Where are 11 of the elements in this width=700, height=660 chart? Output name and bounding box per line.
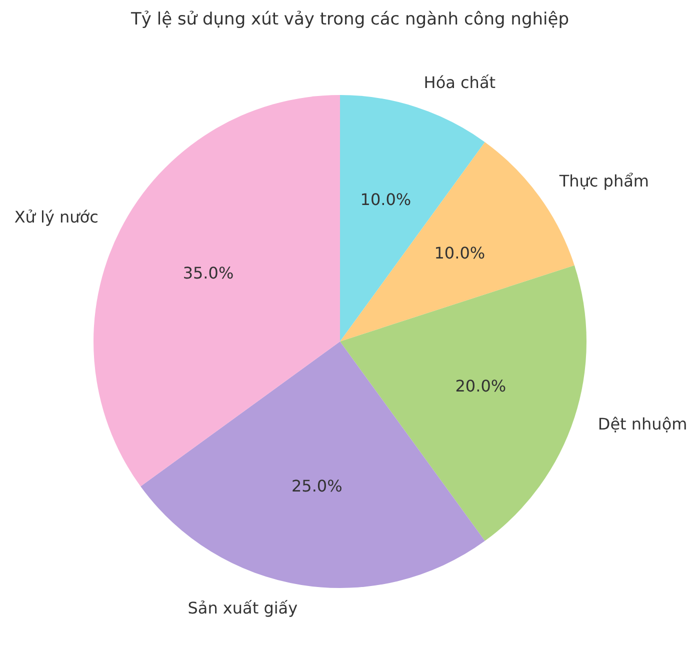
slice-label: Thực phẩm <box>558 171 649 190</box>
data-label: 25.0% <box>291 476 342 496</box>
data-label: 10.0% <box>434 244 486 263</box>
slice-label: Xử lý nước <box>14 208 98 227</box>
slice-label: Dệt nhuộm <box>598 414 688 434</box>
data-label: 35.0% <box>182 264 234 283</box>
slice-label: Hóa chất <box>424 72 496 92</box>
data-label: 10.0% <box>360 190 412 209</box>
chart-title: Tỷ lệ sử dụng xút vảy trong các ngành công nghiệp <box>130 9 569 30</box>
slice-label: Sản xuất giấy <box>188 598 298 618</box>
data-label: 20.0% <box>455 376 506 396</box>
